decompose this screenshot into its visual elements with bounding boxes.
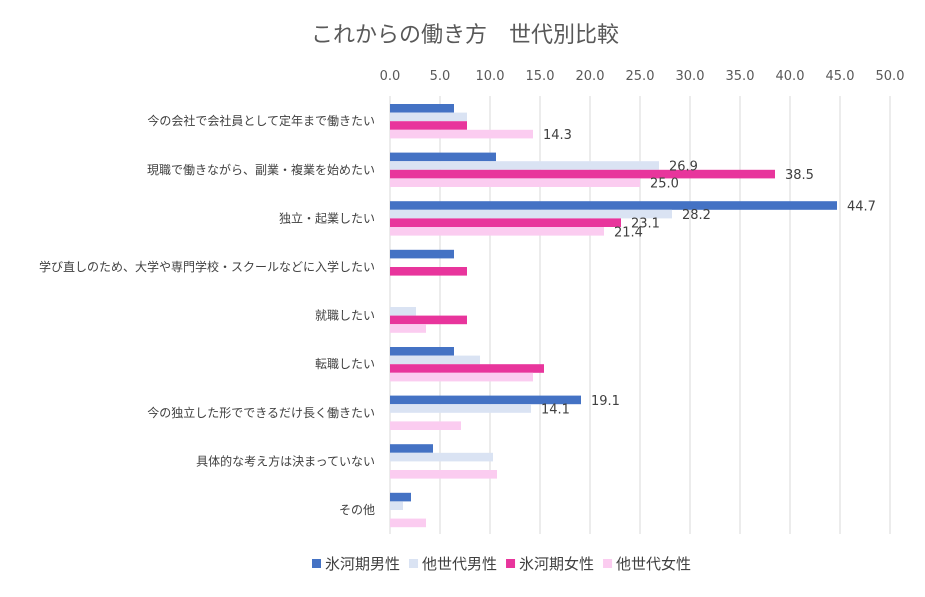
bar [390, 209, 672, 219]
category-label: 学び直しのため、大学や専門学校・スクールなどに入学したい [39, 259, 375, 274]
legend-swatch [603, 559, 613, 568]
legend-swatch [312, 559, 321, 568]
bar [390, 492, 411, 502]
bar [390, 169, 775, 179]
data-label: 21.4 [614, 225, 643, 240]
bar [390, 470, 497, 479]
legend-label: 他世代女性 [616, 555, 691, 573]
chart-title: これからの働き方 世代別比較 [311, 23, 619, 48]
data-label: 38.5 [785, 168, 814, 183]
data-label: 26.9 [669, 160, 698, 175]
bar [390, 178, 640, 187]
bar [390, 227, 604, 236]
bar [390, 104, 454, 113]
bars [390, 104, 837, 528]
x-axis-ticks: 0.0 5.0 10.0 15.0 20.0 25.0 30.0 35.0 40.0 45.0 50… [380, 69, 905, 84]
bar [390, 307, 416, 316]
bar [390, 249, 454, 259]
category-label: 現職で働きながら、副業・複業を始めたい [147, 162, 375, 177]
x-tick-label: 5.0 [430, 69, 451, 84]
legend-label: 氷河期男性 [325, 555, 400, 573]
x-tick-label: 15.0 [526, 69, 555, 84]
data-label: 44.7 [847, 200, 876, 215]
category-label: 就職したい [315, 309, 375, 323]
x-tick-label: 0.0 [380, 69, 401, 84]
bar [390, 324, 426, 333]
bar [390, 218, 621, 227]
x-tick-label: 10.0 [476, 69, 505, 84]
x-tick-label: 30.0 [676, 69, 705, 84]
x-tick-label: 35.0 [726, 69, 755, 84]
bar [390, 518, 426, 528]
legend-swatch [409, 559, 419, 568]
bar [390, 372, 533, 382]
category-label: その他 [339, 503, 375, 517]
category-label: 今の会社で会社員として定年まで働きたい [147, 113, 375, 128]
x-tick-label: 25.0 [626, 69, 655, 84]
bar [390, 501, 403, 510]
bar [390, 161, 659, 170]
bar [390, 364, 544, 373]
category-label: 転職したい [315, 357, 375, 371]
bar [390, 315, 467, 325]
category-label: 今の独立した形でできるだけ長く働きたい [147, 405, 375, 420]
bar [390, 347, 454, 356]
bar [390, 201, 837, 210]
bar [390, 129, 533, 139]
legend: 氷河期男性 他世代男性 氷河期女性 他世代女性 [312, 555, 691, 573]
data-labels: 14.3 26.9 38.5 25.0 44.7 28.2 23.121.4 19.1 14.1 [541, 128, 876, 417]
data-label: 14.3 [543, 128, 572, 143]
legend-label: 氷河期女性 [519, 555, 594, 573]
x-tick-label: 50.0 [876, 69, 905, 84]
bar [390, 404, 531, 413]
bar [390, 395, 581, 405]
bar [390, 267, 467, 276]
bar [390, 152, 496, 162]
x-tick-label: 20.0 [576, 69, 605, 84]
bar [390, 444, 433, 453]
bar [390, 112, 467, 122]
data-label: 25.0 [650, 177, 679, 192]
category-label: 具体的な考え方は決まっていない [196, 453, 375, 468]
legend-label: 他世代男性 [422, 555, 497, 573]
x-tick-label: 40.0 [776, 69, 805, 84]
category-label: 独立・起業したい [279, 210, 375, 225]
legend-swatch [506, 559, 516, 568]
data-label: 28.2 [682, 208, 711, 223]
bar [390, 355, 480, 365]
bar [390, 421, 461, 430]
x-tick-label: 45.0 [826, 69, 855, 84]
bar [390, 452, 493, 462]
bar [390, 121, 467, 130]
data-label: 19.1 [591, 394, 620, 409]
data-label: 23.1 [631, 217, 660, 232]
data-label: 14.1 [541, 403, 570, 418]
category-labels: 今の会社で会社員として定年まで働きたい現職で働きながら、副業・複業を始めたい独立… [39, 113, 375, 517]
